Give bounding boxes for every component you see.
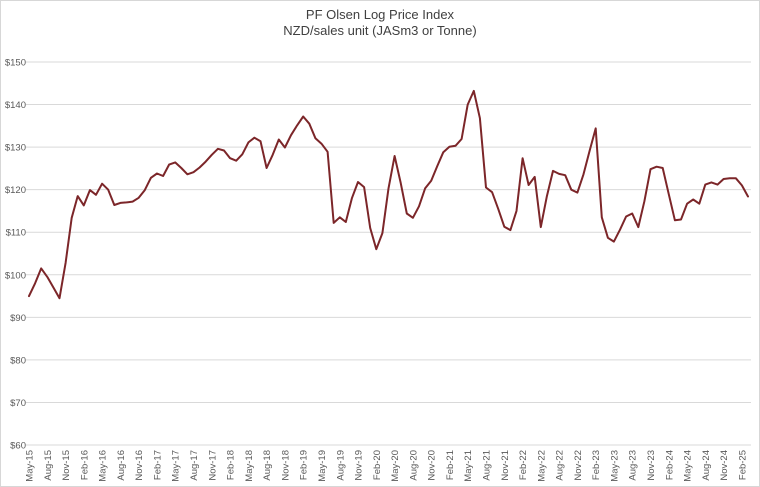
y-axis-label: $150 (5, 58, 26, 69)
chart-title: PF Olsen Log Price Index (305, 7, 455, 22)
x-axis-label: Feb-25 (737, 450, 748, 480)
x-axis-labels: May-15 Aug-15 Nov-15 Feb-16 May-16 Aug-16 Nov-… (25, 450, 749, 482)
x-axis-label: May-16 (98, 450, 109, 482)
y-axis-labels: $60 $70 $80 $90 $100 $110 $120 $130 $140 $150 (5, 58, 26, 452)
x-axis-label: May-21 (463, 450, 474, 482)
y-axis-label: $70 (10, 398, 26, 409)
x-axis-label: Nov-21 (500, 450, 511, 481)
chart-title-block: PF Olsen Log Price Index NZD/sales unit … (1, 7, 759, 40)
gridlines (26, 61, 751, 446)
x-axis-label: Feb-18 (226, 450, 237, 480)
x-axis-label: Nov-15 (61, 450, 72, 481)
x-axis-label: Aug-20 (408, 450, 419, 481)
x-axis-label: Feb-19 (299, 450, 310, 480)
x-axis-label: May-23 (609, 450, 620, 482)
x-axis-label: Nov-20 (427, 450, 438, 481)
x-axis-label: Aug-15 (43, 450, 54, 481)
x-axis-label: Aug-16 (116, 450, 127, 481)
x-axis-label: Feb-21 (445, 450, 456, 480)
x-axis-label: Nov-24 (719, 450, 730, 481)
y-axis-label: $140 (5, 100, 26, 111)
x-axis-label: Aug-19 (335, 450, 346, 481)
y-axis-label: $120 (5, 185, 26, 196)
x-axis-label: Aug-21 (481, 450, 492, 481)
x-axis-label: May-17 (171, 450, 182, 482)
x-axis-label: Aug-18 (262, 450, 273, 481)
x-axis-label: Feb-16 (79, 450, 90, 480)
x-axis-label: May-24 (683, 450, 694, 482)
x-axis-label: Nov-23 (646, 450, 657, 481)
chart-subtitle: NZD/sales unit (JASm3 or Tonne) (283, 23, 477, 39)
x-axis-label: Feb-24 (664, 450, 675, 480)
x-axis-label: May-22 (536, 450, 547, 482)
x-axis-label: Aug-24 (701, 450, 712, 481)
x-axis-label: May-19 (317, 450, 328, 482)
x-axis-label: Nov-22 (573, 450, 584, 481)
y-axis-label: $80 (10, 355, 26, 366)
y-axis-label: $110 (6, 228, 26, 239)
x-axis-label: Nov-18 (280, 450, 291, 481)
x-axis-label: Feb-23 (591, 450, 602, 480)
y-axis-label: $130 (5, 143, 26, 154)
x-axis-label: May-15 (25, 450, 36, 482)
x-axis-label: May-20 (390, 450, 401, 482)
x-axis-label: May-18 (244, 450, 255, 482)
x-axis-label: Nov-17 (207, 450, 218, 481)
y-axis-label: $90 (10, 313, 26, 324)
x-axis-label: Feb-22 (518, 450, 529, 480)
y-axis-label: $100 (5, 270, 26, 281)
x-axis-label: Feb-17 (152, 450, 163, 480)
x-axis-label: Nov-16 (134, 450, 145, 481)
x-axis-label: Aug-17 (189, 450, 200, 481)
x-axis-label: Aug-23 (628, 450, 639, 481)
x-axis-label: Feb-20 (372, 450, 383, 480)
x-axis-label: Aug-22 (555, 450, 566, 481)
x-axis-label: Nov-19 (354, 450, 365, 481)
price-line-series (28, 89, 749, 300)
y-axis-label: $60 (10, 441, 26, 452)
